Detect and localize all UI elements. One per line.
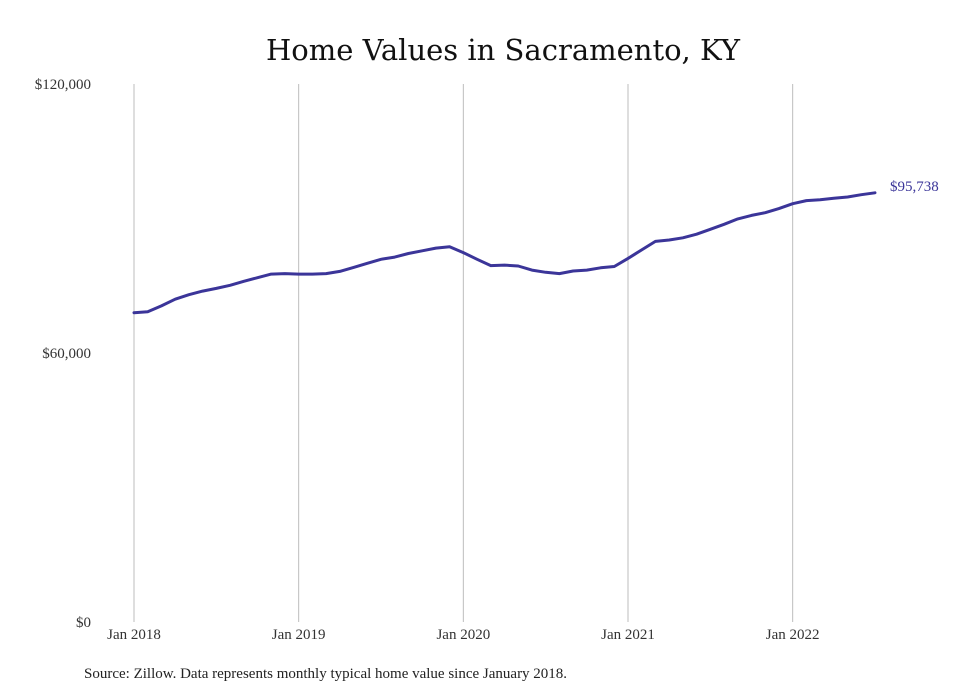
y-tick-label: $0 [76, 615, 91, 631]
x-tick-label: Jan 2022 [766, 627, 820, 643]
y-tick-label: $120,000 [35, 77, 91, 93]
gridlines [133, 84, 794, 622]
source-note: Source: Zillow. Data represents monthly … [84, 666, 568, 682]
series-group [132, 191, 877, 315]
x-tick-label: Jan 2021 [601, 627, 655, 643]
y-tick-label: $60,000 [42, 346, 91, 362]
end-value-label: $95,738 [890, 179, 939, 195]
chart-title: Home Values in Sacramento, KY [266, 33, 741, 67]
series-line-0 [132, 191, 877, 315]
x-tick-label: Jan 2018 [107, 627, 161, 643]
x-axis-ticks: Jan 2018 Jan 2019 Jan 2020 Jan 2021 Jan 2022 [107, 627, 819, 643]
x-tick-label: Jan 2019 [272, 627, 326, 643]
x-tick-label: Jan 2020 [436, 627, 490, 643]
y-axis-ticks: $0 $60,000 $120,000 [35, 77, 91, 631]
